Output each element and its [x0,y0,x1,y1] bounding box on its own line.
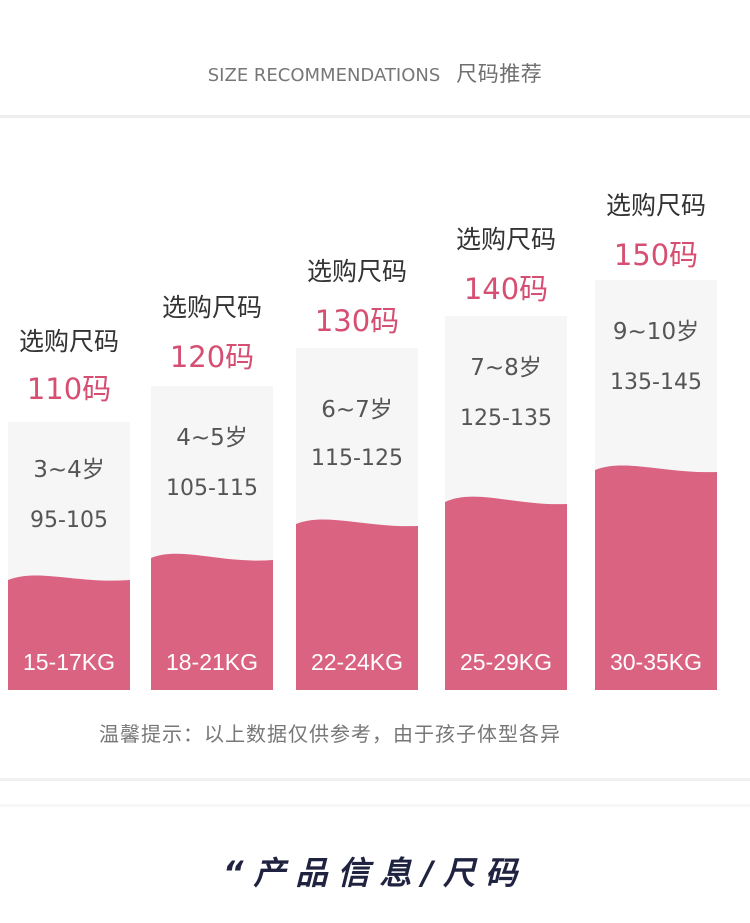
header-title-en: SIZE RECOMMENDATIONS [207,65,441,86]
recommend-label: 选购尺码 [605,191,706,220]
size-box: 7~8岁 125-135 25-29KG [445,316,567,690]
age-range: 4~5岁 [176,425,248,451]
divider-bottom-2 [0,804,750,807]
size-value: 130码 [314,304,400,338]
height-range: 125-135 [460,406,552,431]
height-range: 135-145 [610,370,702,395]
age-range: 9~10岁 [612,319,700,345]
weight-range: 30-35KG [609,649,703,675]
size-box: 9~10岁 135-145 30-35KG [595,280,717,690]
weight-wave [8,574,130,690]
weight-range: 15-17KG [22,649,116,675]
recommend-label: 选购尺码 [161,293,262,322]
weight-wave [296,518,418,690]
recommend-label: 选购尺码 [306,257,407,286]
recommend-label: 选购尺码 [18,327,119,356]
height-range: 115-125 [311,446,403,471]
size-value: 150码 [613,238,699,272]
recommend-label: 选购尺码 [455,225,556,254]
height-range: 95-105 [30,508,108,533]
age-range: 7~8岁 [470,355,542,381]
size-header: SIZE RECOMMENDATIONS 尺码推荐 [0,58,750,88]
weight-range: 18-21KG [165,649,259,675]
size-value: 110码 [26,372,112,406]
weight-range: 25-29KG [459,649,553,675]
footnote-tip: 温馨提示：以上数据仅供参考，由于孩子体型各异 [99,722,561,746]
weight-range: 22-24KG [310,649,404,675]
age-range: 6~7岁 [321,397,393,423]
weight-wave [445,494,567,690]
size-value: 140码 [463,272,549,306]
divider-bottom [0,778,750,781]
weight-wave [595,464,717,690]
size-box: 6~7岁 115-125 22-24KG [296,348,418,690]
product-info-title: “产品信息/尺码 [222,854,528,892]
age-range: 3~4岁 [33,457,105,483]
size-box: 3~4岁 95-105 15-17KG [8,422,130,690]
header-title-cn: 尺码推荐 [456,62,543,86]
height-range: 105-115 [166,476,258,501]
divider-top [0,115,750,118]
size-value: 120码 [169,340,255,374]
size-box: 4~5岁 105-115 18-21KG [151,386,273,690]
weight-wave [151,552,273,690]
